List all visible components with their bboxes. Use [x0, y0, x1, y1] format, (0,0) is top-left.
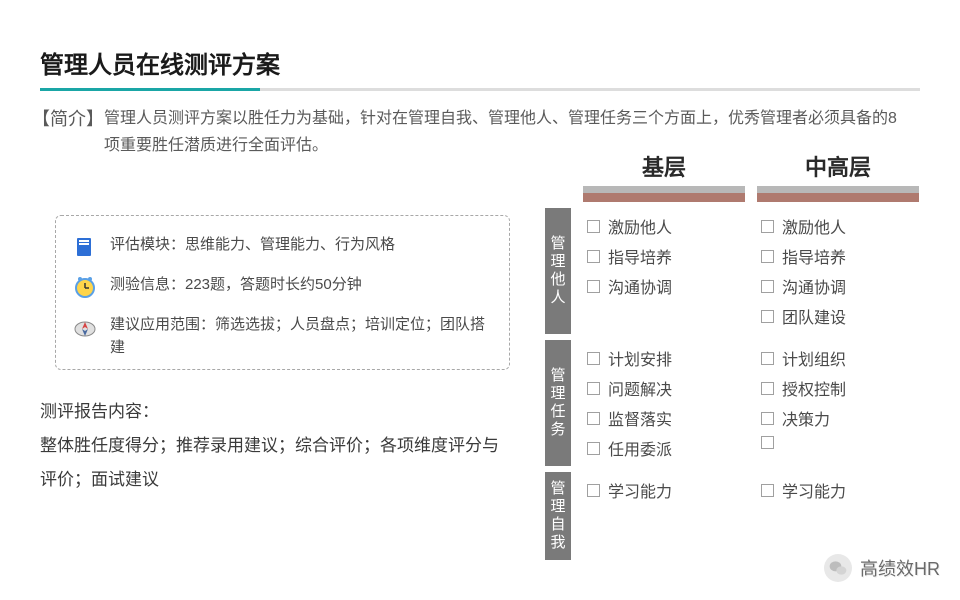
checklist-label: 沟通协调: [782, 274, 846, 298]
book-icon: [72, 234, 98, 260]
compass-icon: [72, 314, 98, 340]
header-bars: [545, 186, 925, 202]
matrix-cell: 计划安排问题解决监督落实任用委派: [577, 340, 751, 466]
wechat-icon: [824, 554, 852, 582]
checkbox-icon: [587, 280, 600, 293]
checkbox-icon: [761, 484, 774, 497]
checklist-item: [761, 436, 921, 449]
checklist-label: 指导培养: [782, 244, 846, 268]
row-label: 管理自我: [545, 472, 571, 560]
info-item-scope: 建议应用范围：筛选选拔；人员盘点；培训定位；团队搭建: [72, 314, 493, 359]
checklist-item: 计划安排: [587, 346, 747, 370]
checkbox-icon: [761, 250, 774, 263]
checklist-label: 激励他人: [782, 214, 846, 238]
checklist-item: 决策力: [761, 406, 921, 430]
checklist-item: 激励他人: [587, 214, 747, 238]
competency-matrix: 基层 中高层 管理他人激励他人指导培养沟通协调激励他人指导培养沟通协调团队建设管…: [545, 150, 925, 560]
checkbox-icon: [761, 436, 774, 449]
matrix-cell: 计划组织授权控制决策力: [751, 340, 925, 466]
col-header-basic: 基层: [577, 150, 751, 182]
matrix-column-headers: 基层 中高层: [545, 150, 925, 182]
row-label: 管理任务: [545, 340, 571, 466]
checklist-label: 学习能力: [608, 478, 672, 502]
matrix-cell: 激励他人指导培养沟通协调团队建设: [751, 208, 925, 334]
checkbox-icon: [761, 280, 774, 293]
checklist-item: 学习能力: [761, 478, 921, 502]
matrix-row: 管理他人激励他人指导培养沟通协调激励他人指导培养沟通协调团队建设: [545, 208, 925, 334]
title-block: 管理人员在线测评方案: [40, 45, 920, 91]
checkbox-icon: [761, 310, 774, 323]
checklist-item: 团队建设: [761, 304, 921, 328]
checkbox-icon: [761, 220, 774, 233]
checkbox-icon: [761, 412, 774, 425]
checklist-item: 指导培养: [761, 244, 921, 268]
checklist-item: 问题解决: [587, 376, 747, 400]
info-box: 评估模块：思维能力、管理能力、行为风格 测验信息：223题，答题时长约50分钟 …: [55, 215, 510, 370]
checklist-label: 激励他人: [608, 214, 672, 238]
checklist-item: 沟通协调: [587, 274, 747, 298]
intro-tag: 【简介】: [32, 105, 104, 159]
matrix-row: 管理任务计划安排问题解决监督落实任用委派计划组织授权控制决策力: [545, 340, 925, 466]
checklist-label: 学习能力: [782, 478, 846, 502]
checklist-label: 团队建设: [782, 304, 846, 328]
clock-icon: [72, 274, 98, 300]
info-item-modules: 评估模块：思维能力、管理能力、行为风格: [72, 234, 493, 260]
checklist-item: 授权控制: [761, 376, 921, 400]
watermark-text: 高绩效HR: [860, 555, 940, 581]
checkbox-icon: [587, 220, 600, 233]
matrix-cell: 激励他人指导培养沟通协调: [577, 208, 751, 334]
matrix-cell: 学习能力: [577, 472, 751, 560]
checkbox-icon: [587, 412, 600, 425]
checklist-item: 激励他人: [761, 214, 921, 238]
checklist-item: 任用委派: [587, 436, 747, 460]
checklist-label: 指导培养: [608, 244, 672, 268]
checklist-item: 沟通协调: [761, 274, 921, 298]
checkbox-icon: [587, 442, 600, 455]
checkbox-icon: [761, 382, 774, 395]
col-header-senior: 中高层: [751, 150, 925, 182]
checklist-label: 决策力: [782, 406, 830, 430]
watermark: 高绩效HR: [824, 554, 940, 582]
checklist-label: 沟通协调: [608, 274, 672, 298]
info-item-test: 测验信息：223题，答题时长约50分钟: [72, 274, 493, 300]
matrix-row: 管理自我 学习能力 学习能力: [545, 472, 925, 560]
report-heading: 测评报告内容：: [40, 395, 510, 429]
info-text: 测验信息：223题，答题时长约50分钟: [110, 274, 362, 297]
info-text: 评估模块：思维能力、管理能力、行为风格: [110, 234, 395, 257]
report-body: 整体胜任度得分；推荐录用建议；综合评价；各项维度评分与评价；面试建议: [40, 429, 510, 497]
checklist-item: 监督落实: [587, 406, 747, 430]
checklist-item: 学习能力: [587, 478, 747, 502]
checklist-item: 指导培养: [587, 244, 747, 268]
checkbox-icon: [587, 250, 600, 263]
checklist-label: 授权控制: [782, 376, 846, 400]
report-block: 测评报告内容： 整体胜任度得分；推荐录用建议；综合评价；各项维度评分与评价；面试…: [40, 395, 510, 497]
checkbox-icon: [587, 484, 600, 497]
checklist-label: 监督落实: [608, 406, 672, 430]
row-label: 管理他人: [545, 208, 571, 334]
checklist-label: 计划组织: [782, 346, 846, 370]
checkbox-icon: [761, 352, 774, 365]
checkbox-icon: [587, 382, 600, 395]
matrix-cell: 学习能力: [751, 472, 925, 560]
checklist-item: 计划组织: [761, 346, 921, 370]
info-text: 建议应用范围：筛选选拔；人员盘点；培训定位；团队搭建: [110, 314, 493, 359]
checkbox-icon: [587, 352, 600, 365]
checklist-label: 计划安排: [608, 346, 672, 370]
checklist-label: 问题解决: [608, 376, 672, 400]
title-underline: [40, 88, 920, 91]
page-title: 管理人员在线测评方案: [40, 45, 920, 80]
checklist-label: 任用委派: [608, 436, 672, 460]
